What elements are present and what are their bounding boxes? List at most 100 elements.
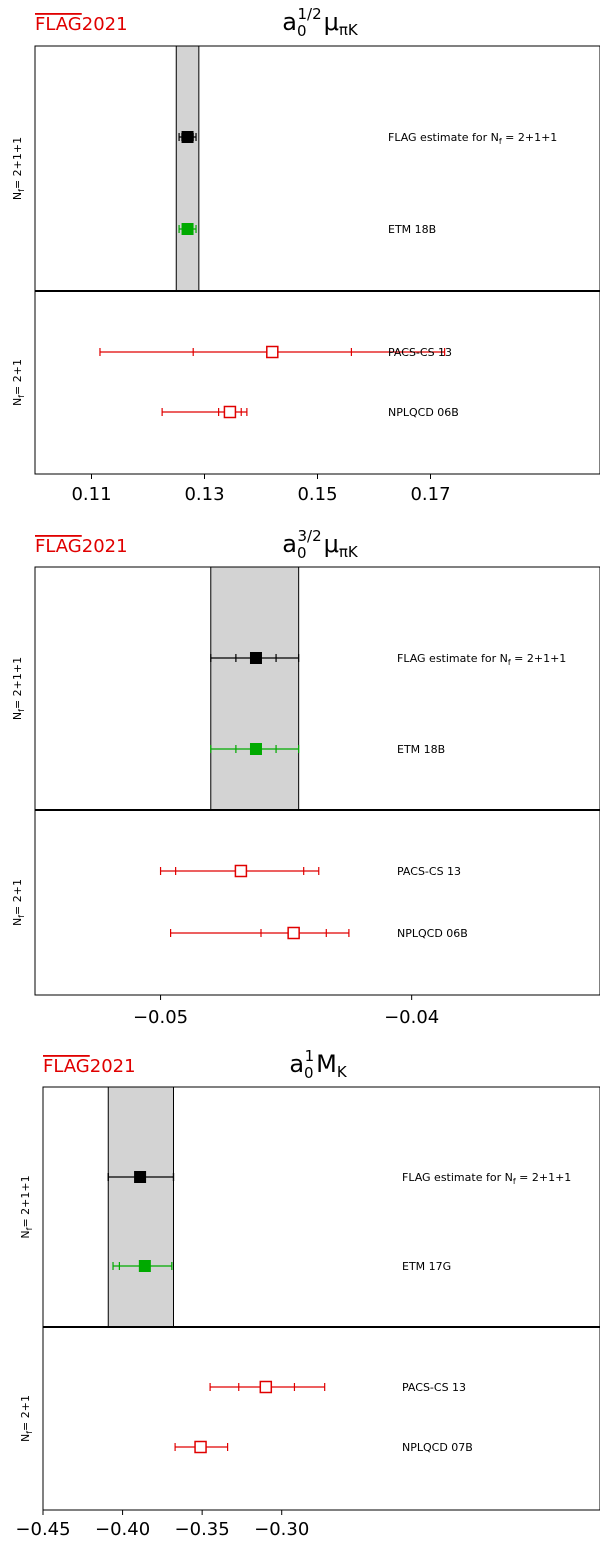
x-tick-label: 0.17 [410, 484, 450, 505]
group-label-value: = 2+1+1 [11, 137, 24, 189]
data-point-nplqcd-06b: NPLQCD 06B [161, 405, 459, 419]
entry-label-text: FLAG estimate for N [402, 1171, 513, 1184]
entry-label: PACS-CS 13 [402, 1381, 466, 1394]
entry-label: PACS-CS 13 [397, 865, 461, 878]
entry-label: FLAG estimate for Nf = 2+1+1 [397, 652, 566, 667]
flag-logo: FLAG2021 [35, 14, 128, 35]
group-label-f: f [25, 1431, 34, 1434]
group-label-value: = 2+1+1 [11, 657, 24, 709]
title-rest-sub: πK [339, 543, 359, 561]
entry-label: FLAG estimate for Nf = 2+1+1 [402, 1171, 571, 1186]
group-label: Nf= 2+1+1 [11, 657, 26, 720]
flag-logo-overlined: FLAG [35, 536, 82, 557]
flag-logo-overlined: FLAG [43, 1056, 90, 1077]
data-marker [181, 223, 194, 235]
group-label: Nf= 2+1+1 [11, 137, 26, 200]
entry-label-text: FLAG estimate for N [388, 131, 499, 144]
data-marker [138, 1260, 151, 1272]
data-point-etm-18b: ETM 18B [178, 223, 436, 236]
x-tick-label: −0.40 [95, 1519, 150, 1540]
title-base: a [282, 8, 297, 36]
group-label-f: f [17, 395, 26, 398]
data-point-pacs-cs-13: PACS-CS 13 [209, 1380, 466, 1394]
title-rest-sub: πK [339, 21, 359, 39]
x-tick-label: −0.30 [254, 1519, 309, 1540]
flag-average-band [107, 1086, 174, 1328]
entry-label-nf: = 2+1+1 [516, 1171, 572, 1184]
group-label-f: f [17, 915, 26, 918]
flag-logo-year: 2021 [82, 14, 128, 35]
group-label-value: = 2+1+1 [19, 1175, 32, 1227]
data-marker [287, 926, 300, 940]
title-sub: 0 [297, 22, 307, 40]
data-marker [223, 405, 237, 419]
title-sup: 1 [305, 1047, 315, 1065]
data-point-flag-estimate-for-n-f-2-1-1: FLAG estimate for Nf = 2+1+1 [107, 1171, 571, 1186]
x-tick-label: 0.13 [184, 484, 224, 505]
group-label-n: N [11, 398, 24, 406]
data-point-nplqcd-06b: NPLQCD 06B [170, 926, 468, 940]
title-rest-sub: K [337, 1063, 348, 1081]
title-rest: μ [324, 530, 339, 558]
entry-label: NPLQCD 06B [388, 406, 459, 419]
group-label-value: = 2+1 [19, 1395, 32, 1431]
data-point-flag-estimate-for-n-f-2-1-1: FLAG estimate for Nf = 2+1+1 [178, 131, 557, 146]
group-label: Nf= 2+1 [11, 879, 26, 926]
x-tick-label: 0.15 [297, 484, 337, 505]
group-label: Nf= 2+1 [11, 359, 26, 406]
title-sub: 0 [304, 1064, 314, 1082]
group-label-value: = 2+1 [11, 879, 24, 915]
data-point-pacs-cs-13: PACS-CS 13 [159, 864, 461, 878]
entry-label: PACS-CS 13 [388, 346, 452, 359]
x-tick-label: −0.45 [15, 1519, 70, 1540]
entry-label: NPLQCD 07B [402, 1441, 473, 1454]
data-marker [194, 1440, 207, 1454]
x-tick-label: −0.35 [175, 1519, 230, 1540]
group-label: Nf= 2+1+1 [19, 1175, 34, 1238]
entry-label-nf: = 2+1+1 [511, 652, 567, 665]
flag-average-band [175, 45, 200, 292]
group-label-value: = 2+1 [11, 359, 24, 395]
plot-frame [34, 566, 600, 996]
data-point-flag-estimate-for-n-f-2-1-1: FLAG estimate for Nf = 2+1+1 [210, 652, 566, 667]
entry-label-text: FLAG estimate for N [397, 652, 508, 665]
plot-frame [42, 1086, 600, 1511]
group-label-n: N [19, 1434, 32, 1442]
data-marker [249, 743, 262, 755]
x-tick-label: 0.11 [71, 484, 111, 505]
data-marker [234, 864, 248, 878]
group-label: Nf= 2+1 [19, 1395, 34, 1442]
entry-label-f: f [513, 1177, 516, 1186]
entry-label: ETM 18B [388, 223, 436, 236]
data-point-pacs-cs-13: PACS-CS 13 [99, 345, 452, 359]
entry-label-nf: = 2+1+1 [502, 131, 558, 144]
group-label-f: f [17, 189, 26, 192]
x-tick-label: −0.05 [133, 1007, 188, 1028]
data-marker [266, 345, 279, 359]
entry-label: FLAG estimate for Nf = 2+1+1 [388, 131, 557, 146]
data-marker [181, 131, 194, 143]
title-rest: μ [324, 8, 339, 36]
chart-title: a01MK [289, 1047, 348, 1082]
title-sup: 3/2 [297, 527, 321, 545]
data-marker [249, 652, 262, 664]
entry-label-f: f [508, 658, 511, 667]
entry-label: NPLQCD 06B [397, 927, 468, 940]
title-sup: 1/2 [297, 5, 321, 23]
x-tick-label: −0.04 [384, 1007, 439, 1028]
flag-logo: FLAG2021 [35, 536, 128, 557]
data-point-etm-18b: ETM 18B [210, 743, 445, 756]
title-rest: M [316, 1050, 337, 1078]
data-point-etm-17g: ETM 17G [112, 1260, 451, 1273]
group-label-n: N [11, 918, 24, 926]
data-point-nplqcd-07b: NPLQCD 07B [174, 1440, 473, 1454]
group-label-f: f [25, 1227, 34, 1230]
flag-logo-year: 2021 [82, 536, 128, 557]
entry-label-f: f [499, 137, 502, 146]
title-base: a [282, 530, 297, 558]
